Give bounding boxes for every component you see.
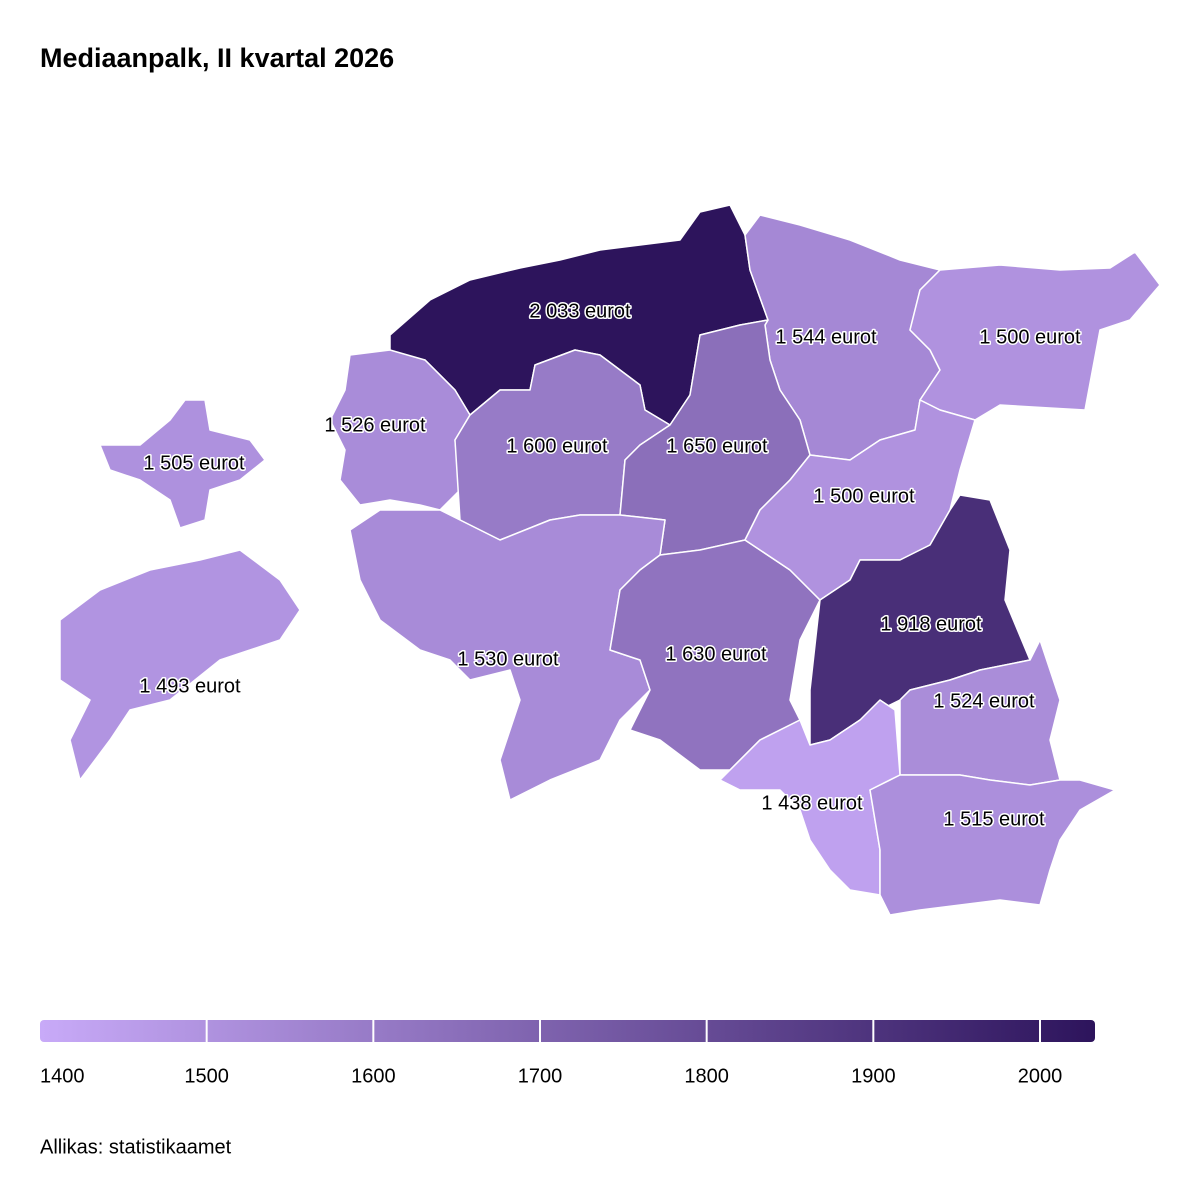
colorbar-tick-label: 1900	[851, 1065, 896, 1087]
value-label: 1 493 eurot	[139, 675, 241, 697]
region	[329, 349, 471, 511]
value-label: 1 438 eurot	[761, 792, 863, 814]
region	[869, 774, 1116, 916]
value-label: 1 600 eurot	[506, 435, 608, 457]
value-label: 1 500 eurot	[813, 485, 915, 507]
region	[99, 399, 266, 529]
source: Allikas: statistikaamet	[40, 1136, 232, 1158]
value-label: 1 500 eurot	[979, 326, 1081, 348]
colorbar-tick-label: 1600	[351, 1065, 396, 1087]
colorbar-tick-label: 1400	[40, 1065, 85, 1087]
value-label: 1 526 eurot	[324, 414, 426, 436]
value-label: 1 544 eurot	[775, 326, 877, 348]
region	[909, 251, 1161, 421]
region	[59, 549, 301, 781]
value-label: 1 524 eurot	[933, 690, 1035, 712]
colorbar: 1400 1500 1600 1700 1800 1900 2000	[40, 1020, 1095, 1087]
colorbar-tick-label: 1700	[518, 1065, 563, 1087]
value-label: 1 515 eurot	[943, 808, 1045, 830]
colorbar-tick-label: 2000	[1018, 1065, 1063, 1087]
labels: 2 033 eurot 1 544 eurot 1 500 eurot 1 526 e…	[138, 299, 1083, 832]
colorbar-scale	[40, 1020, 1095, 1042]
value-label: 1 650 eurot	[666, 435, 768, 457]
value-label: 1 918 eurot	[880, 613, 982, 635]
chart-title: Mediaanpalk, II kvartal 2026	[40, 43, 394, 73]
value-label: 1 505 eurot	[143, 452, 245, 474]
value-label: 1 530 eurot	[457, 648, 559, 670]
colorbar-tick-label: 1500	[184, 1065, 229, 1087]
colorbar-tick-label: 1800	[684, 1065, 729, 1087]
value-label: 1 630 eurot	[665, 643, 767, 665]
value-label: 2 033 eurot	[529, 300, 631, 322]
regions	[59, 204, 1161, 916]
